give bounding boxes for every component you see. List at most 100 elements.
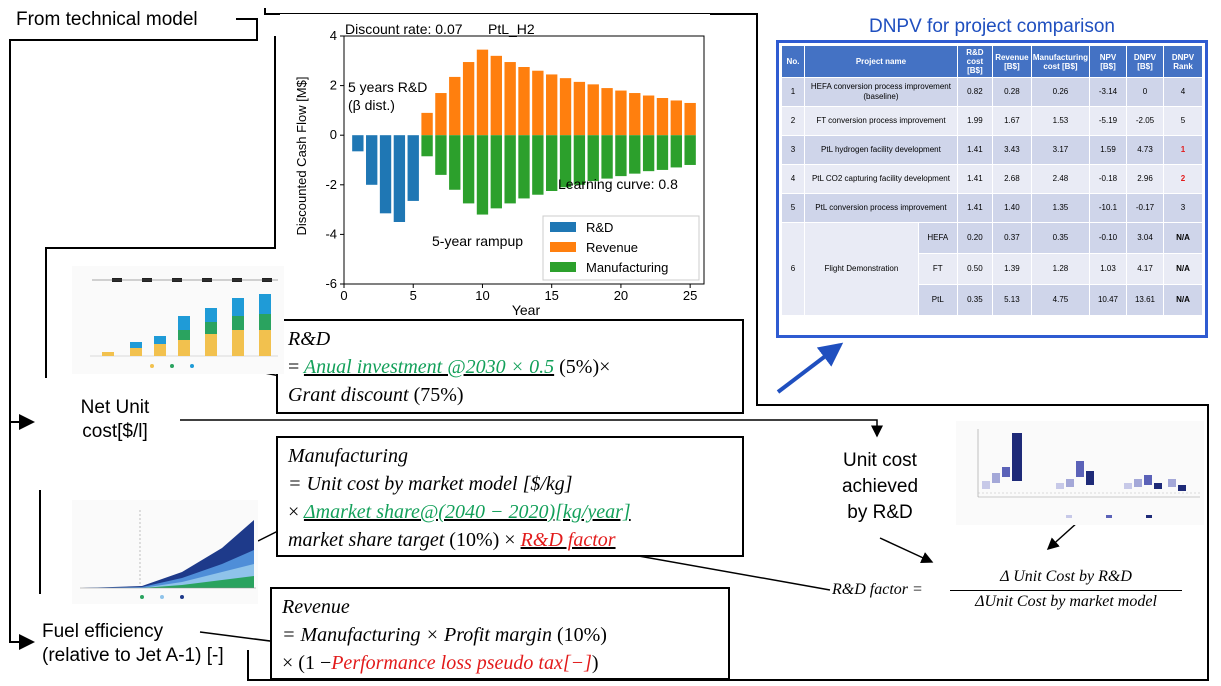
cell-no: 2 [782, 107, 804, 135]
th-rank: DNPV Rank [1164, 46, 1202, 77]
cell-rd: 0.50 [957, 254, 992, 284]
rd-factor-formula: R&D factor = Δ Unit Cost by R&D ΔUnit Co… [832, 566, 1192, 616]
table-row: PtL 0.35 5.13 4.75 10.47 13.61 N/A [782, 285, 1202, 315]
cell-dnpv: 4.17 [1127, 254, 1163, 284]
bar-revenue-23 [656, 98, 669, 136]
bar-revenue-10 [476, 49, 489, 136]
cell-rev: 5.13 [992, 285, 1031, 315]
chart-title-right: PtL_H2 [488, 21, 535, 37]
bar-manufacturing-17 [573, 135, 586, 185]
table-row: 3 PtL hydrogen facility development 1.41 3.… [782, 136, 1202, 164]
bar-r-d-2 [366, 135, 378, 185]
bar-manufacturing-11 [490, 135, 502, 209]
mfg-unit: [$/kg] [522, 473, 573, 495]
bar-manufacturing-9 [462, 135, 475, 204]
rd-pct1: (5%)× [559, 356, 611, 378]
cell-no: 1 [782, 78, 804, 106]
y-tick-label: -4 [325, 226, 337, 241]
bar-manufacturing-10 [476, 135, 489, 215]
rd-eq: = [288, 356, 300, 378]
cell-dnpv: 2.96 [1127, 165, 1163, 193]
chart-ylabel: Discounted Cash Flow [M$] [294, 77, 309, 236]
cell-dnpv: 3.04 [1127, 223, 1163, 253]
cell-rank: 2 [1164, 165, 1202, 193]
cell-npv: -5.19 [1090, 107, 1126, 135]
unit-cost-arrow [879, 537, 934, 564]
factor-numerator: Δ Unit Cost by R&D [1000, 568, 1132, 585]
mfg-market-share: Δmarket share@(2040 − 2020)[kg/year] [303, 501, 631, 523]
x-tick-label: 20 [614, 288, 628, 303]
cell-rev: 0.28 [992, 78, 1031, 106]
fuel-efficiency-label: Fuel efficiency (relative to Jet A-1) [-… [42, 621, 224, 666]
net-unit-cost-label: Net Unit cost[$/l] [80, 397, 150, 442]
cell-npv: -3.14 [1090, 78, 1126, 106]
table-row: FT 0.50 1.39 1.28 1.03 4.17 N/A [782, 254, 1202, 284]
cell-no: 6 [782, 223, 804, 315]
cell-name: PtL CO2 capturing facility development [805, 165, 957, 193]
table-row: 2 FT conversion process improvement 1.99 1.… [782, 107, 1202, 135]
cell-sub: PtL [918, 285, 957, 315]
cell-rd: 1.41 [957, 165, 992, 193]
mfg-pct: (10%) × [449, 529, 516, 551]
x-tick-label: 15 [544, 288, 558, 303]
unit-cost-achieved-label: Unit cost achieved by R&D [841, 450, 919, 523]
bar-manufacturing-7 [435, 135, 447, 175]
bar-revenue-21 [629, 93, 641, 136]
chart-annotation-rampup: 5-year rampup [432, 233, 523, 249]
cell-rank: N/A [1164, 254, 1202, 284]
cell-rank: 3 [1164, 194, 1202, 222]
chart-legend: R&D Revenue Manufacturing [542, 215, 700, 281]
rev-pct: (10%) [556, 624, 607, 646]
left-outline [45, 36, 276, 378]
cell-npv: -0.10 [1090, 223, 1126, 253]
factor-lhs: R&D factor = [832, 581, 923, 598]
cell-name: Flight Demonstration [805, 223, 918, 315]
cell-rank: N/A [1164, 223, 1202, 253]
cell-man: 1.35 [1031, 194, 1089, 222]
cell-no: 3 [782, 136, 804, 164]
mfg-market-target: market share target [288, 529, 445, 551]
rd-annual-investment: Anual investment @2030 × 0.5 [303, 356, 555, 378]
cell-man: 1.28 [1031, 254, 1089, 284]
cell-man: 0.35 [1031, 223, 1089, 253]
y-tick-label: -2 [325, 177, 337, 192]
legend-label-revenue: Revenue [586, 240, 638, 255]
blue-arrow [776, 342, 844, 394]
table-row: 5 PtL conversion process improvement 1.41 1… [782, 194, 1202, 222]
chart-frame [343, 35, 705, 285]
cell-rev: 2.68 [992, 165, 1031, 193]
cell-rd: 0.20 [957, 223, 992, 253]
cell-dnpv: 0 [1127, 78, 1163, 106]
bar-revenue-12 [504, 62, 516, 136]
bar-revenue-16 [559, 78, 572, 136]
th-dnpv: DNPV [B$] [1127, 46, 1163, 77]
bar-manufacturing-21 [629, 135, 641, 174]
manufacturing-formula-box: Manufacturing = Unit cost by market mode… [276, 436, 744, 557]
cell-no: 4 [782, 165, 804, 193]
chart-annotation-rd-years: 5 years R&D [348, 79, 427, 95]
bar-manufacturing-23 [656, 135, 669, 170]
unit-cost-thumbnail [956, 421, 1204, 525]
y-tick-label: -6 [325, 276, 337, 291]
from-technical-model-label: From technical model [16, 9, 198, 30]
bar-revenue-19 [601, 88, 613, 136]
dnpv-table-frame: No. Project name R&D cost [B$] Revenue [… [776, 40, 1208, 338]
bar-revenue-18 [587, 84, 599, 136]
x-tick-label: 25 [683, 288, 697, 303]
factor-fraction-line [950, 590, 1182, 591]
cell-no: 5 [782, 194, 804, 222]
cell-dnpv: 13.61 [1127, 285, 1163, 315]
cell-rd: 0.82 [957, 78, 992, 106]
factor-denominator: ΔUnit Cost by market model [975, 593, 1157, 610]
y-tick-label: 2 [330, 78, 337, 93]
bar-revenue-6 [421, 112, 433, 136]
bar-manufacturing-13 [518, 135, 530, 199]
th-no: No. [782, 46, 804, 77]
th-npv: NPV [B$] [1090, 46, 1126, 77]
cell-sub: FT [918, 254, 957, 284]
bar-revenue-8 [449, 76, 461, 136]
cell-man: 0.26 [1031, 78, 1089, 106]
bar-revenue-20 [615, 90, 627, 136]
rev-line2: = Manufacturing × Profit margin [282, 624, 552, 646]
market-share-thumbnail [72, 500, 258, 604]
